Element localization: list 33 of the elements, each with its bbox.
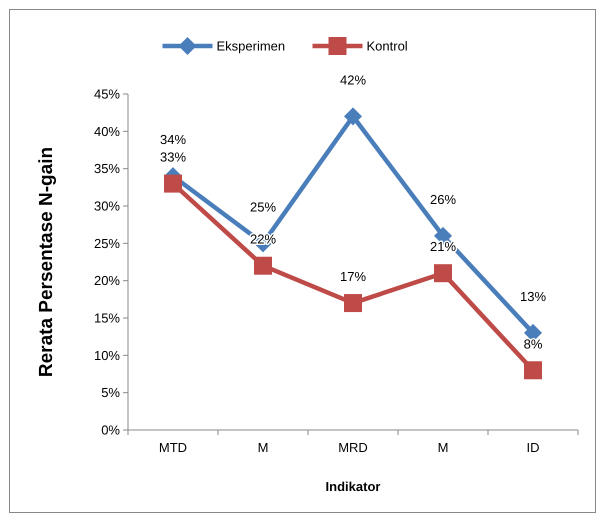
x-tick-label: M — [258, 440, 268, 455]
x-tick-label: M — [438, 440, 448, 455]
data-label: 25% — [250, 199, 276, 214]
point — [344, 107, 362, 126]
y-tick-label: 30% — [94, 198, 120, 214]
point — [164, 174, 182, 193]
data-label: 17% — [340, 269, 366, 284]
data-label: 8% — [524, 336, 543, 352]
data-label: 42% — [340, 72, 366, 88]
data-label: 34% — [160, 132, 186, 148]
y-tick-label: 40% — [94, 124, 120, 139]
legend-label: Eksperimen — [216, 38, 286, 54]
y-tick-label: 25% — [94, 236, 120, 251]
point — [524, 361, 542, 380]
x-tick-label: ID — [526, 440, 540, 455]
y-tick-label: 35% — [94, 161, 120, 176]
data-label: 13% — [520, 288, 546, 304]
data-label: 26% — [430, 192, 456, 207]
x-axis-title: Indikator — [326, 479, 380, 494]
y-axis-title: Rerata Persentase N-gain — [36, 146, 57, 378]
legend-label: Kontrol — [366, 38, 408, 54]
x-tick-label: MTD — [158, 440, 188, 455]
point — [344, 294, 362, 312]
x-tick-label: MRD — [338, 440, 368, 455]
y-tick-label: 5% — [101, 385, 120, 400]
point — [254, 256, 272, 275]
y-tick-label: 0% — [101, 422, 120, 438]
y-tick-label: 15% — [94, 310, 120, 326]
data-label: 33% — [160, 150, 186, 165]
y-tick-label: 10% — [94, 348, 120, 363]
y-tick-label: 20% — [94, 273, 120, 288]
point — [434, 264, 452, 282]
y-tick-label: 45% — [94, 86, 120, 102]
